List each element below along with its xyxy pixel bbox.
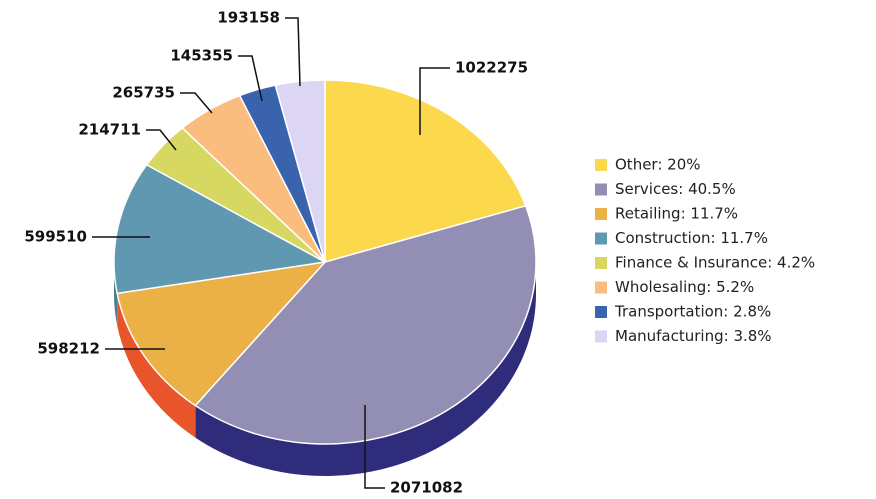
legend-label: Retailing: 11.7%	[615, 205, 738, 223]
data-label: 598212	[37, 340, 100, 358]
data-label: 193158	[217, 9, 280, 27]
pie-slice	[324, 79, 527, 263]
leader-line	[180, 92, 213, 114]
legend-swatch	[595, 232, 607, 245]
leader-line	[146, 129, 177, 151]
pie-slice	[194, 204, 537, 445]
legend-label: Wholesaling: 5.2%	[615, 278, 754, 296]
legend-swatch	[595, 208, 607, 220]
leader-line	[419, 67, 450, 135]
data-label: 1022275	[455, 59, 528, 77]
legend-swatch	[595, 159, 607, 171]
legend-label: Transportation: 2.8%	[614, 303, 771, 321]
leader-line	[364, 405, 385, 489]
data-label: 145355	[170, 47, 233, 65]
legend-swatch	[595, 183, 607, 196]
legend-label: Other: 20%	[615, 156, 701, 174]
data-label: 214711	[78, 121, 141, 139]
pie-slice	[113, 163, 328, 295]
legend-swatch	[595, 330, 607, 343]
legend-swatch	[595, 306, 607, 318]
pie-side	[117, 293, 196, 438]
data-label: 2071082	[390, 479, 463, 496]
leader-line	[285, 17, 301, 87]
pie-side	[195, 262, 536, 476]
legend-label: Services: 40.5%	[615, 180, 736, 198]
data-label: 599510	[24, 228, 87, 246]
legend-label: Manufacturing: 3.8%	[615, 327, 772, 345]
legend-label: Finance & Insurance: 4.2%	[615, 254, 815, 272]
legend-label: Construction: 11.7%	[615, 229, 768, 247]
legend-swatch	[595, 281, 607, 294]
leader-line	[238, 55, 263, 102]
pie-slice	[116, 260, 327, 407]
data-label: 265735	[112, 84, 175, 102]
legend-swatch	[595, 257, 607, 269]
